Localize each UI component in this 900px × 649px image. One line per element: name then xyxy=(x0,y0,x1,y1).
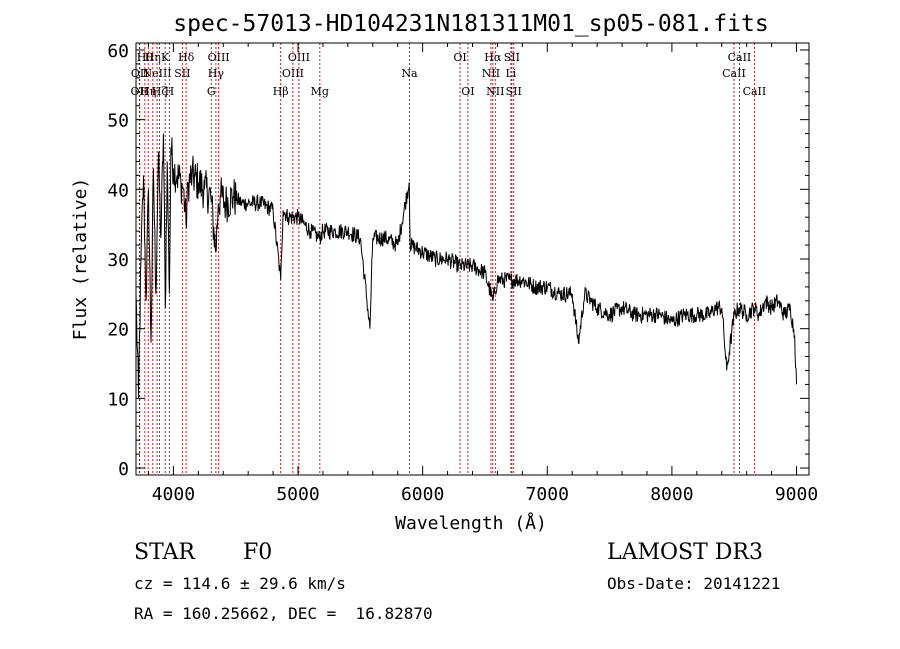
y-tick-label-50: 50 xyxy=(107,111,129,132)
x-tick-label-4000: 4000 xyxy=(152,484,195,505)
line-label-28: CaII xyxy=(728,51,752,64)
x-tick-label-5000: 5000 xyxy=(276,484,319,505)
line-label-12: Hγ xyxy=(208,67,225,80)
line-label-19: OI xyxy=(453,51,466,64)
chart-title: spec-57013-HD104231N181311M01_sp05-081.f… xyxy=(173,11,768,37)
object-subclass: F0 xyxy=(243,540,273,565)
y-axis-label: Flux (relative) xyxy=(70,178,91,341)
plot-frame xyxy=(135,42,810,476)
line-label-15: OIII xyxy=(282,67,304,80)
line-label-18: Na xyxy=(401,67,418,80)
x-tick-label-9000: 9000 xyxy=(775,484,818,505)
x-tick-label-6000: 6000 xyxy=(401,484,444,505)
spectral-lines: OIIOIIHθHηHηNeIIIHζKHSIIHδGHγOIIIHβOIIIO… xyxy=(131,43,767,475)
line-label-6: Hζ xyxy=(152,85,168,98)
line-label-1: OII xyxy=(131,67,149,80)
observation-date: Obs-Date: 20141221 xyxy=(607,574,781,593)
sky-coordinates: RA = 160.25662, DEC = 16.82870 xyxy=(134,604,433,623)
line-label-7: K xyxy=(161,51,170,64)
line-label-5: NeIII xyxy=(142,67,171,80)
line-label-11: G xyxy=(207,85,216,98)
y-tick-label-10: 10 xyxy=(107,389,129,410)
line-label-2: Hθ xyxy=(137,51,154,64)
x-tick-label-7000: 7000 xyxy=(526,484,569,505)
line-label-14: Hβ xyxy=(273,85,289,98)
line-label-9: SII xyxy=(174,67,190,80)
line-label-3: Hη xyxy=(140,85,156,98)
spectrum-line xyxy=(135,133,797,399)
survey-name: LAMOST DR3 xyxy=(607,540,763,565)
line-label-8: H xyxy=(165,85,175,98)
spectrum-series xyxy=(135,133,797,399)
y-tick-label-40: 40 xyxy=(107,180,129,201)
line-label-13: OIII xyxy=(208,51,230,64)
line-label-10: Hδ xyxy=(178,51,195,64)
object-class: STAR xyxy=(134,540,195,565)
line-label-25: SII xyxy=(504,51,520,64)
line-label-17: Mg xyxy=(311,85,329,98)
y-axis-ticks: 0 10 20 30 40 50 60 xyxy=(107,41,809,480)
line-label-21: NII xyxy=(482,67,500,80)
line-label-16: OIII xyxy=(288,51,310,64)
x-axis-ticks: 4000 5000 6000 7000 8000 9000 xyxy=(147,43,818,505)
y-tick-label-30: 30 xyxy=(107,250,129,271)
line-label-24: Li xyxy=(505,67,516,80)
line-label-22: Hα xyxy=(484,51,502,64)
x-axis-label: Wavelength (Å) xyxy=(395,512,547,534)
y-tick-label-60: 60 xyxy=(107,41,129,62)
x-tick-label-8000: 8000 xyxy=(650,484,693,505)
y-tick-label-20: 20 xyxy=(107,320,129,341)
line-label-4: Hη xyxy=(145,51,161,64)
line-label-26: SII xyxy=(506,85,522,98)
line-label-27: CaII xyxy=(722,67,746,80)
redshift-velocity: cz = 114.6 ± 29.6 km/s xyxy=(134,574,346,593)
y-tick-label-0: 0 xyxy=(118,459,129,480)
line-label-20: OI xyxy=(461,85,474,98)
line-label-23: NII xyxy=(486,85,504,98)
line-label-29: CaII xyxy=(743,85,767,98)
